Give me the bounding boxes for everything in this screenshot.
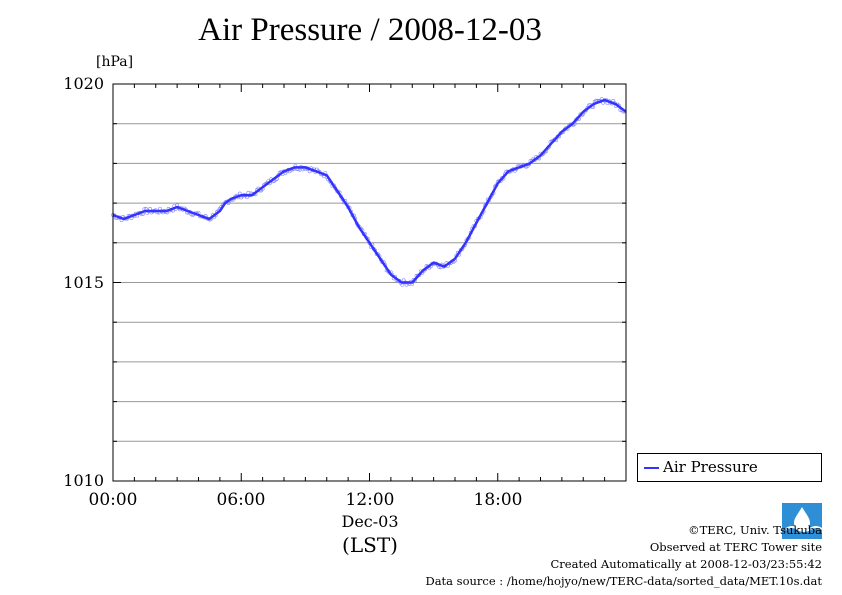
chart-title: Air Pressure / 2008-12-03 — [198, 12, 542, 48]
grid-lines — [113, 123, 626, 442]
legend-swatch — [644, 467, 659, 469]
footer-copyright: ©TERC, Univ. Tsukuba — [688, 523, 822, 537]
footer-created: Created Automatically at 2008-12-03/23:5… — [550, 557, 823, 571]
y-unit-label: [hPa] — [96, 54, 134, 70]
series-group — [111, 97, 627, 287]
series-line-air-pressure — [112, 98, 627, 284]
y-tick-label-1015: 1015 — [63, 273, 104, 292]
x-axis-label: (LST) — [342, 533, 398, 557]
x-tick-label-0000: 00:00 — [88, 490, 138, 510]
y-tick-label-1010: 1010 — [63, 471, 104, 490]
x-tick-label-0600: 06:00 — [216, 490, 266, 510]
axis-ticks — [112, 83, 627, 482]
footer-observed: Observed at TERC Tower site — [649, 540, 822, 554]
terc-logo — [782, 503, 822, 539]
x-tick-label-1800: 18:00 — [473, 490, 523, 510]
x-date-label: Dec-03 — [341, 512, 399, 531]
legend-label: Air Pressure — [663, 458, 758, 476]
footer-source: Data source : /home/hojyo/new/TERC-data/… — [425, 574, 822, 588]
x-tick-label-1200: 12:00 — [345, 490, 395, 510]
y-tick-label-1020: 1020 — [63, 74, 104, 93]
legend: Air Pressure — [637, 453, 822, 482]
